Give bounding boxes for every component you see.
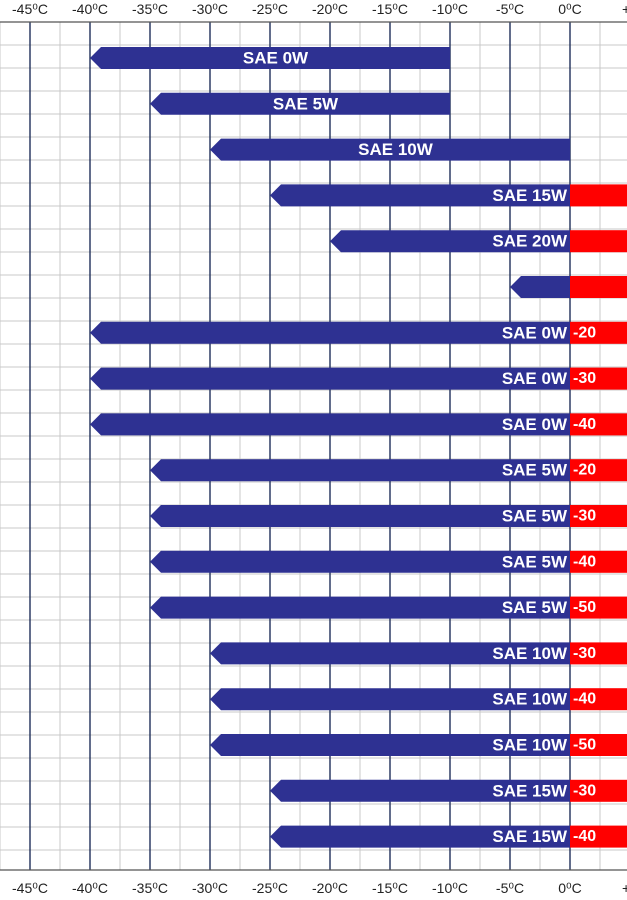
cold-range-bar — [270, 825, 570, 848]
hot-grade-label: -50 — [573, 737, 596, 754]
cold-range-bar — [150, 505, 570, 527]
bottom-tick-label: -30⁰C — [192, 880, 228, 896]
top-tick-label: -25⁰C — [252, 1, 288, 17]
hot-range-bar — [570, 505, 627, 527]
top-tick-label: -45⁰C — [12, 1, 48, 17]
hot-range-bar — [570, 596, 627, 619]
cold-range-bar — [210, 138, 570, 161]
cold-range-bar — [210, 734, 570, 756]
top-tick-label: -20⁰C — [312, 1, 348, 17]
bar-label: SAE 0W — [502, 323, 568, 342]
cold-range-bar — [210, 642, 570, 665]
bar-label: SAE 10W — [492, 690, 568, 709]
bar-label: SAE 5W — [502, 507, 568, 526]
bar-label: SAE 15W — [492, 186, 568, 205]
cold-range-bar — [330, 230, 570, 253]
hot-grade-label: -20 — [573, 462, 596, 479]
cold-range-bar — [510, 276, 570, 298]
hot-range-bar — [570, 413, 627, 436]
top-tick-label: -30⁰C — [192, 1, 228, 17]
bottom-tick-label: -15⁰C — [372, 880, 408, 896]
bar-label: SAE 20W — [492, 232, 568, 251]
bar-label: SAE 5W — [502, 598, 568, 617]
cold-range-bar — [150, 92, 450, 115]
top-tick-label: -35⁰C — [132, 1, 168, 17]
hot-grade-label: -40 — [573, 416, 596, 433]
bar-label: SAE 10W — [358, 140, 434, 159]
bar-label: SAE 10W — [492, 736, 568, 755]
hot-grade-label: -20 — [573, 324, 596, 341]
cold-range-bar — [90, 413, 570, 436]
hot-range-bar — [570, 184, 627, 207]
cold-range-bar — [270, 184, 570, 207]
hot-grade-label: -30 — [573, 508, 596, 525]
hot-range-bar — [570, 321, 627, 344]
bottom-tick-label: -10⁰C — [432, 880, 468, 896]
bottom-tick-label: -20⁰C — [312, 880, 348, 896]
cold-range-bar — [90, 367, 570, 390]
cold-range-bar — [150, 596, 570, 619]
hot-range-bar — [570, 642, 627, 665]
bottom-tick-label: -40⁰C — [72, 880, 108, 896]
cold-range-bar — [210, 688, 570, 711]
top-tick-label: -15⁰C — [372, 1, 408, 17]
cold-range-bar — [90, 47, 450, 69]
bar-label: SAE 0W — [502, 415, 568, 434]
cold-range-bar — [270, 779, 570, 802]
bottom-tick-label: 0⁰C — [558, 880, 582, 896]
cold-range-bar — [150, 459, 570, 482]
bar-label: SAE 15W — [492, 827, 568, 846]
hot-grade-label: -40 — [573, 828, 596, 845]
hot-range-bar — [570, 779, 627, 802]
top-tick-label: -40⁰C — [72, 1, 108, 17]
bottom-tick-label: -5⁰C — [496, 880, 524, 896]
bar-label: SAE 15W — [492, 781, 568, 800]
hot-range-bar — [570, 230, 627, 253]
cold-range-bar — [90, 321, 570, 344]
hot-grade-label: -50 — [573, 599, 596, 616]
hot-grade-label: -30 — [573, 645, 596, 662]
hot-grade-label: -30 — [573, 782, 596, 799]
hot-grade-label: -30 — [573, 370, 596, 387]
grid — [0, 21, 627, 870]
hot-range-bar — [570, 367, 627, 390]
bar-label: SAE 5W — [502, 461, 568, 480]
hot-range-bar — [570, 459, 627, 482]
bar-label: SAE 10W — [492, 644, 568, 663]
bar-label: SAE 0W — [502, 369, 568, 388]
hot-range-bar — [570, 276, 627, 298]
hot-range-bar — [570, 734, 627, 756]
top-tick-label: -10⁰C — [432, 1, 468, 17]
hot-grade-label: -40 — [573, 553, 596, 570]
hot-grade-label: -40 — [573, 691, 596, 708]
bottom-tick-label: -25⁰C — [252, 880, 288, 896]
bottom-tick-label: +5 — [622, 880, 627, 896]
top-tick-label: +5 — [622, 1, 627, 17]
cold-range-bar — [150, 550, 570, 573]
bottom-tick-label: -45⁰C — [12, 880, 48, 896]
bar-label: SAE 0W — [243, 49, 309, 68]
hot-range-bar — [570, 550, 627, 573]
hot-range-bar — [570, 688, 627, 711]
bottom-tick-label: -35⁰C — [132, 880, 168, 896]
bar-label: SAE 5W — [502, 552, 568, 571]
top-tick-label: 0⁰C — [558, 1, 582, 17]
hot-range-bar — [570, 825, 627, 848]
top-tick-label: -5⁰C — [496, 1, 524, 17]
bar-label: SAE 5W — [273, 94, 339, 113]
